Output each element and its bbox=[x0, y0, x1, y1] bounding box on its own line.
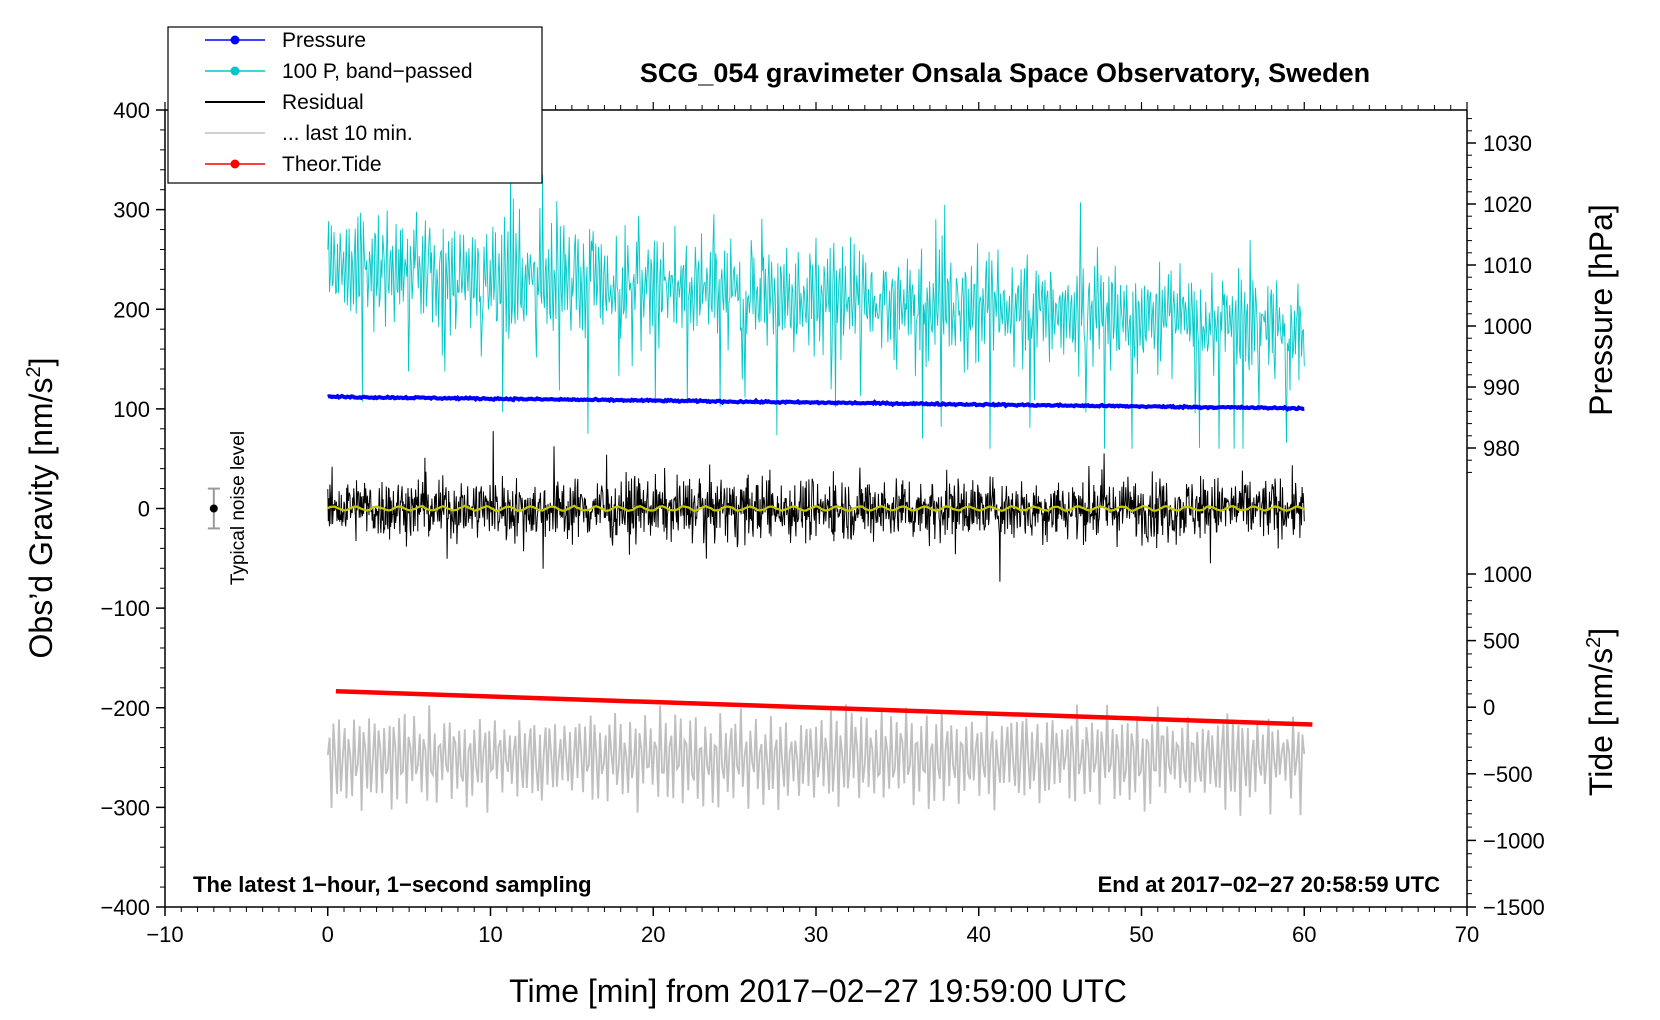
x-tick-label: 40 bbox=[967, 922, 991, 947]
x-tick-label: 0 bbox=[322, 922, 334, 947]
end-time-annotation: End at 2017−02−27 20:58:59 UTC bbox=[1098, 872, 1441, 897]
legend-label: Theor.Tide bbox=[282, 153, 382, 176]
left-axis-title-sup: 2 bbox=[23, 366, 45, 377]
noise-level-label: Typical noise level bbox=[228, 431, 249, 585]
legend-label: 100 P, band−passed bbox=[282, 60, 473, 83]
tide-tick-label: −1500 bbox=[1483, 895, 1545, 920]
x-tick-label: 60 bbox=[1292, 922, 1316, 947]
chart-title: SCG_054 gravimeter Onsala Space Observat… bbox=[640, 58, 1370, 88]
x-tick-label: 20 bbox=[641, 922, 665, 947]
left-axis-title-end: ] bbox=[23, 358, 59, 367]
pressure-tick-label: 980 bbox=[1483, 436, 1520, 461]
x-tick-label: −10 bbox=[146, 922, 183, 947]
left-tick-label: −300 bbox=[100, 795, 150, 820]
series-theoretical-tide bbox=[335, 688, 1313, 727]
series-pressure bbox=[327, 393, 1305, 412]
legend-label: Pressure bbox=[282, 29, 366, 52]
left-tick-label: −200 bbox=[100, 696, 150, 721]
left-tick-label: 300 bbox=[113, 198, 150, 223]
legend-swatch-marker bbox=[230, 35, 240, 45]
x-tick-label: 70 bbox=[1455, 922, 1479, 947]
series-last-10-min bbox=[326, 704, 1306, 816]
series-band-passed-pressure bbox=[327, 174, 1305, 449]
tide-axis-title-sup: 2 bbox=[1583, 637, 1605, 648]
left-axis-title: Obs’d Gravity [nm/s2] bbox=[23, 358, 59, 659]
legend-swatch-marker bbox=[230, 66, 240, 76]
x-tick-label: 30 bbox=[804, 922, 828, 947]
legend-label: ... last 10 min. bbox=[282, 122, 413, 145]
legend: Pressure 100 P, band−passed Residual ... la… bbox=[167, 26, 543, 184]
pressure-tick-label: 990 bbox=[1483, 375, 1520, 400]
series-layer bbox=[326, 174, 1313, 816]
legend-swatch-marker bbox=[230, 159, 240, 169]
x-tick-label: 10 bbox=[478, 922, 502, 947]
left-tick-label: 0 bbox=[138, 497, 150, 522]
axes-layer: −10 0 10 20 30 40 50 60 704003002001000−100−200−… bbox=[100, 98, 1544, 947]
tide-tick-label: −1000 bbox=[1483, 828, 1545, 853]
left-tick-label: 100 bbox=[113, 397, 150, 422]
x-axis-title: Time [min] from 2017−02−27 19:59:00 UTC bbox=[509, 973, 1127, 1009]
left-tick-label: −100 bbox=[100, 596, 150, 621]
left-tick-label: 400 bbox=[113, 98, 150, 123]
series-residual bbox=[327, 431, 1305, 582]
left-tick-label: −400 bbox=[100, 895, 150, 920]
tide-tick-label: 500 bbox=[1483, 629, 1520, 654]
tide-tick-label: 0 bbox=[1483, 695, 1495, 720]
noise-level-indicator: Typical noise level bbox=[207, 431, 249, 585]
tide-tick-label: −500 bbox=[1483, 762, 1533, 787]
tide-axis-title-main: Tide [nm/s bbox=[1583, 648, 1619, 796]
sampling-annotation: The latest 1−hour, 1−second sampling bbox=[193, 872, 592, 897]
pressure-tick-label: 1030 bbox=[1483, 131, 1532, 156]
left-axis-title-main: Obs’d Gravity [nm/s bbox=[23, 378, 59, 659]
pressure-tick-label: 1010 bbox=[1483, 253, 1532, 278]
pressure-tick-label: 1000 bbox=[1483, 314, 1532, 339]
legend-box bbox=[167, 26, 543, 184]
pressure-axis-title: Pressure [hPa] bbox=[1583, 204, 1619, 416]
series-residual-smoothed bbox=[327, 504, 1305, 513]
tide-axis-title-end: ] bbox=[1583, 628, 1619, 637]
noise-center-dot bbox=[209, 504, 218, 513]
legend-label: Residual bbox=[282, 91, 364, 114]
tide-tick-label: 1000 bbox=[1483, 562, 1532, 587]
x-tick-label: 50 bbox=[1129, 922, 1153, 947]
left-tick-label: 200 bbox=[113, 297, 150, 322]
pressure-tick-label: 1020 bbox=[1483, 192, 1532, 217]
tide-axis-title: Tide [nm/s2] bbox=[1583, 628, 1619, 796]
legend-items: Pressure 100 P, band−passed Residual ... la… bbox=[205, 29, 473, 176]
